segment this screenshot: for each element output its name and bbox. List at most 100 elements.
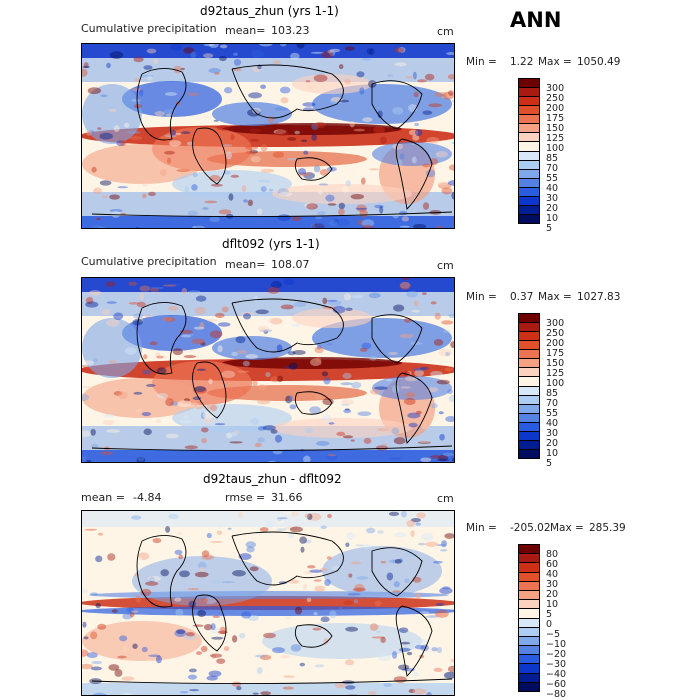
max-label: Max =: [550, 522, 584, 534]
colorbar-tick-label: 20: [546, 589, 559, 600]
colorbar-tick-label: 10: [546, 213, 559, 224]
colorbar-labels: 80 60 40 30 20 10 5 0 −5 −10 −20 −30 −40 −60 −80: [546, 550, 566, 700]
colorbar-swatch: [519, 386, 539, 396]
colorbar-tick-label: 150: [546, 358, 565, 369]
field-label: Cumulative precipitation: [81, 255, 217, 268]
min-value: -205.02: [510, 522, 551, 534]
colorbar-tick-label: 10: [546, 599, 559, 610]
colorbar: [518, 544, 540, 692]
colorbar-swatch: [519, 106, 539, 116]
colorbar-swatch: [519, 359, 539, 369]
colorbar-tick-label: 250: [546, 93, 565, 104]
colorbar-swatch: [519, 377, 539, 387]
colorbar-tick-label: 300: [546, 83, 565, 94]
colorbar-swatch: [519, 196, 539, 206]
colorbar-tick-label: −10: [546, 639, 567, 650]
colorbar: [518, 78, 540, 224]
colorbar-swatch: [519, 314, 539, 324]
mean-value: 103.23: [271, 24, 310, 37]
mean-label: mean =: [81, 491, 125, 504]
mean-label: mean=: [225, 24, 266, 37]
colorbar-tick-label: 20: [546, 203, 559, 214]
colorbar-tick-label: 30: [546, 579, 559, 590]
colorbar-swatch: [519, 581, 539, 591]
colorbar-swatch: [519, 646, 539, 656]
colorbar-tick-label: 55: [546, 408, 559, 419]
colorbar-swatch: [519, 590, 539, 601]
colorbar-swatch: [519, 115, 539, 125]
colorbar-tick-label: −20: [546, 649, 567, 660]
colorbar-swatch: [519, 323, 539, 333]
colorbar-swatch: [519, 350, 539, 360]
units-label: cm: [437, 25, 454, 38]
colorbar-tick-label: 40: [546, 418, 559, 429]
mean-label: mean=: [225, 258, 266, 271]
colorbar-swatch: [519, 413, 539, 423]
rmse-label: rmse =: [225, 491, 266, 504]
colorbar-swatch: [519, 169, 539, 179]
mean-value: 108.07: [271, 258, 310, 271]
colorbar-swatch: [519, 368, 539, 378]
colorbar-tick-label: 5: [546, 609, 553, 620]
colorbar-tick-label: 80: [546, 549, 559, 560]
colorbar-tick-label: 200: [546, 103, 565, 114]
units-label: cm: [437, 259, 454, 272]
colorbar-swatch: [519, 341, 539, 351]
colorbar-tick-label: 40: [546, 183, 559, 194]
colorbar-tick-label: 125: [546, 368, 565, 379]
colorbar-swatch: [519, 205, 539, 215]
colorbar-tick-label: 30: [546, 193, 559, 204]
colorbar-tick-label: −5: [546, 629, 561, 640]
precip-map: [81, 277, 455, 463]
colorbar-swatch: [519, 673, 539, 683]
mean-value: -4.84: [133, 491, 162, 504]
season-label: ANN: [510, 8, 562, 32]
colorbar-tick-label: 300: [546, 318, 565, 329]
colorbar-tick-label: 85: [546, 388, 559, 399]
colorbar-swatch: [519, 395, 539, 405]
colorbar-tick-label: 0: [546, 619, 553, 630]
colorbar-tick-label: 200: [546, 338, 565, 349]
colorbar-swatch: [519, 404, 539, 414]
colorbar-tick-label: 20: [546, 438, 559, 449]
colorbar-labels: 300 250 200 175 150 125 100 85 70 55 40 30 20 10 5: [546, 84, 564, 234]
colorbar-swatch: [519, 572, 539, 582]
colorbar-labels: 300 250 200 175 150 125 100 85 70 55 40 30 20 10 5: [546, 319, 564, 469]
colorbar-tick-label: 30: [546, 428, 559, 439]
max-value: 1050.49: [577, 56, 621, 68]
panel-title: d92taus_zhun (yrs 1-1): [200, 4, 339, 18]
colorbar-swatch: [519, 636, 539, 647]
units-label: cm: [437, 492, 454, 505]
colorbar-swatch: [519, 88, 539, 98]
colorbar-swatch: [519, 431, 539, 441]
colorbar-swatch: [519, 151, 539, 161]
colorbar-swatch: [519, 449, 539, 458]
min-value: 1.22: [510, 56, 534, 68]
min-label: Min =: [466, 56, 497, 68]
colorbar-swatch: [519, 133, 539, 143]
colorbar-tick-label: 60: [546, 559, 559, 570]
colorbar-swatch: [519, 655, 539, 665]
max-label: Max =: [538, 291, 572, 303]
colorbar-swatch: [519, 554, 539, 564]
colorbar-swatch: [519, 440, 539, 450]
colorbar-swatch: [519, 422, 539, 432]
panel-title: d92taus_zhun - dflt092: [203, 472, 342, 486]
colorbar-swatch: [519, 563, 539, 573]
colorbar-tick-label: 5: [546, 458, 553, 469]
colorbar-tick-label: −60: [546, 679, 567, 690]
colorbar-tick-label: 5: [546, 223, 553, 234]
min-value: 0.37: [510, 291, 534, 303]
colorbar-swatch: [519, 627, 539, 637]
colorbar-swatch: [519, 142, 539, 152]
colorbar-swatch: [519, 545, 539, 555]
min-label: Min =: [466, 291, 497, 303]
difference-map: [81, 510, 455, 696]
colorbar-tick-label: 125: [546, 133, 565, 144]
colorbar-tick-label: 100: [546, 378, 565, 389]
colorbar-tick-label: −30: [546, 659, 567, 670]
precip-map: [81, 43, 455, 229]
colorbar-swatch: [519, 664, 539, 674]
field-label: Cumulative precipitation: [81, 22, 217, 35]
colorbar-swatch: [519, 97, 539, 107]
